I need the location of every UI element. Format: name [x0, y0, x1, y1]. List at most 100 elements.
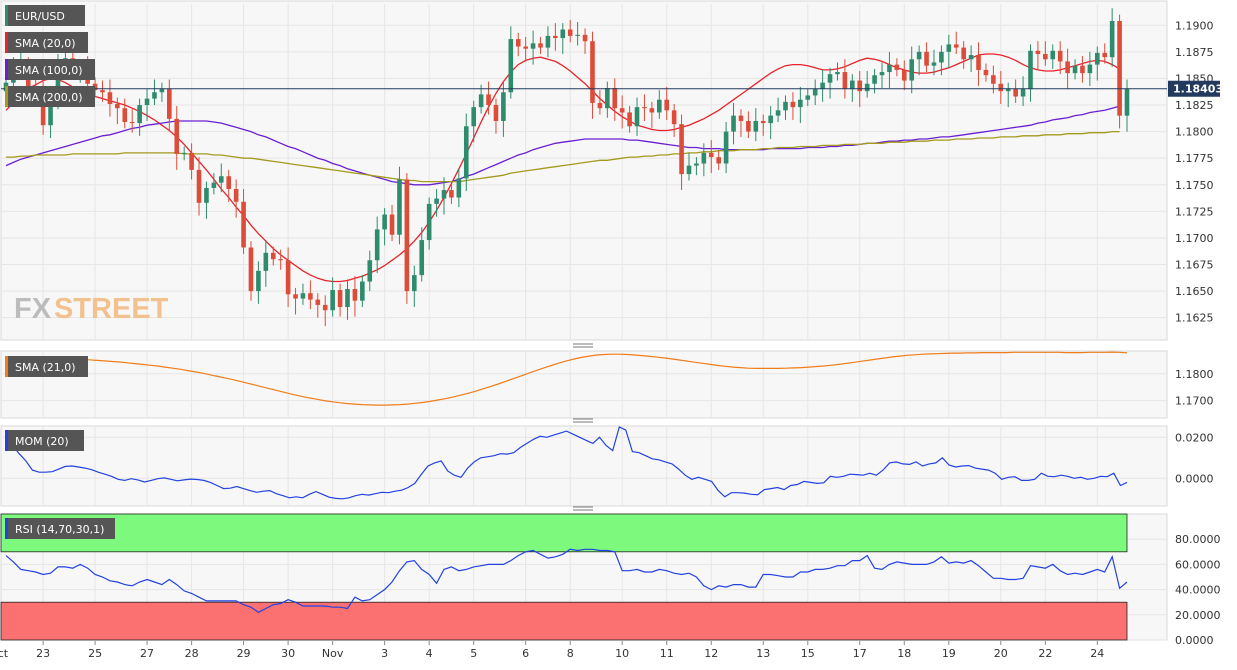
candle-body [686, 165, 692, 175]
candle [805, 89, 811, 107]
candle [916, 45, 922, 76]
candle [523, 36, 528, 62]
candle [664, 86, 670, 120]
x-tick-label: 28 [185, 647, 199, 660]
candle [798, 86, 803, 124]
candle-body [92, 83, 98, 91]
candle-body [835, 72, 840, 75]
candle-body [204, 187, 209, 203]
candle [656, 90, 662, 119]
candle [1050, 44, 1056, 69]
candle [241, 189, 246, 254]
x-tick-label: 5 [470, 647, 477, 660]
candle [924, 42, 929, 73]
candle [159, 82, 165, 102]
candle [389, 204, 395, 242]
candle [909, 46, 915, 94]
candle [508, 26, 514, 99]
rsi-overbought-zone [0, 513, 1128, 553]
candle-body [144, 98, 150, 106]
candle [998, 70, 1004, 104]
candle-body [597, 102, 603, 109]
candle [493, 98, 499, 134]
x-tick-label: 13 [756, 647, 770, 660]
candle [634, 97, 640, 136]
legend-rsi-badge[interactable]: RSI (14,70,30,1) [5, 518, 115, 539]
candle [218, 163, 224, 193]
candle [1043, 41, 1048, 66]
legend-mom-label: MOM (20) [15, 435, 69, 448]
candle-body [174, 118, 180, 154]
candle [901, 60, 907, 91]
candle [167, 79, 172, 132]
candle [352, 276, 358, 317]
candle-body [775, 110, 781, 116]
legend-sma21-badge[interactable]: SMA (21,0) [5, 356, 88, 377]
candle-body [285, 260, 291, 295]
candle-body [605, 88, 610, 109]
candle [196, 157, 202, 216]
price-tick-label: 1.1825 [1175, 99, 1214, 112]
candle [1087, 51, 1093, 86]
candle-body [1035, 50, 1041, 54]
candle [649, 101, 655, 129]
candle-body [530, 43, 536, 49]
candle-body [389, 214, 395, 235]
candle-body [508, 39, 514, 93]
candle-body [864, 83, 870, 92]
candle-body [278, 259, 283, 261]
candle-body [367, 260, 373, 282]
legend-mom-badge[interactable]: MOM (20) [5, 430, 84, 451]
legend-sma20-badge[interactable]: SMA (20,0) [5, 32, 88, 53]
candle [404, 173, 410, 304]
candle [686, 152, 692, 181]
candle-body [1065, 61, 1070, 74]
candle-body [820, 82, 825, 90]
panel-resize-handles[interactable] [573, 343, 593, 511]
candle-body [107, 92, 113, 104]
candle-body [998, 83, 1004, 92]
candle [850, 74, 855, 102]
candle [879, 62, 885, 88]
legend-sma200-badge[interactable]: SMA (200,0) [5, 86, 95, 107]
x-tick-label: 19 [942, 647, 956, 660]
candle-body [315, 299, 321, 305]
x-tick-label: 20 [994, 647, 1008, 660]
candle [515, 32, 521, 57]
candle [1080, 56, 1085, 83]
price-tick-label: 1.1675 [1175, 259, 1214, 272]
candle [337, 283, 343, 317]
candle [953, 31, 959, 54]
candle [553, 23, 558, 51]
candle [946, 34, 952, 68]
candle-body [545, 35, 551, 48]
indicator-layer [5, 351, 1128, 613]
candle [152, 79, 157, 106]
x-tick-label: 4 [426, 647, 433, 660]
candle-body [916, 51, 922, 60]
candle [211, 173, 217, 195]
candle [1020, 76, 1026, 107]
candle-body [456, 178, 462, 198]
candle [374, 216, 380, 274]
candle [835, 62, 840, 81]
legend-pair-label: EUR/USD [15, 10, 65, 23]
candle [345, 279, 350, 320]
candle [731, 102, 736, 145]
candle [226, 169, 232, 202]
rsi-tick-label: 80.0000 [1175, 533, 1221, 546]
candle [701, 143, 707, 177]
legend-sma100-badge[interactable]: SMA (100,0) [5, 59, 95, 80]
candle-body [337, 290, 343, 308]
candle [419, 227, 425, 282]
candle [367, 250, 373, 292]
candle [694, 157, 699, 176]
candle [768, 106, 773, 140]
x-tick-label: 30 [281, 647, 295, 660]
legend-pair-badge[interactable]: EUR/USD [5, 5, 85, 26]
candle-body [486, 94, 491, 106]
sma21-line [5, 351, 1128, 406]
candle [248, 241, 254, 301]
